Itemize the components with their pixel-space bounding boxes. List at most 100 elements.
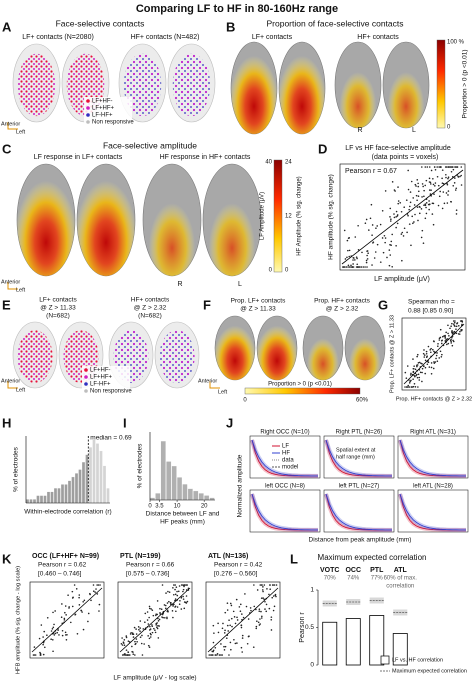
scatter-dot [214, 647, 217, 649]
fit-line [403, 323, 465, 385]
scatter-dot [253, 605, 256, 608]
scatter-dot [418, 361, 421, 364]
scatter-dot [161, 613, 164, 616]
brain-overlay [345, 316, 385, 380]
scatter-dot [159, 611, 161, 614]
scatter-dot [421, 229, 424, 232]
scatter-dot [395, 245, 397, 247]
scatter-dot [407, 214, 409, 217]
scatter-dot [412, 378, 414, 380]
decay-curve [399, 439, 466, 477]
panel-title: Face-selective contacts [56, 18, 145, 28]
scatter-dot [270, 629, 273, 631]
scatter-dot [364, 222, 367, 225]
scatter-dot [242, 616, 245, 619]
scatter-dot [390, 240, 393, 243]
scatter-dot [354, 259, 356, 261]
scatter-dot [401, 231, 404, 234]
scatter-dot [148, 629, 151, 631]
side-label: R [357, 127, 362, 134]
scatter-dot [135, 628, 137, 630]
subplot-frame [323, 489, 395, 533]
scatter-dot [417, 362, 420, 364]
scatter-dot [447, 194, 449, 196]
scatter-dot [405, 199, 408, 201]
scatter-dot [46, 616, 49, 619]
scatter-dot [433, 185, 436, 187]
legend-dot [84, 375, 88, 379]
scatter-dot [418, 376, 421, 379]
scatter-dot [184, 601, 187, 604]
plot-frame [117, 581, 193, 659]
legend-dot [86, 106, 90, 110]
scatter-dot [453, 182, 456, 184]
scatter-dot [262, 586, 264, 588]
category-label: ATL [394, 567, 408, 574]
scatter-dot [433, 350, 435, 353]
scatter-dot [268, 607, 271, 610]
scatter-dot [422, 352, 425, 355]
legend-label: LF vs. HF correlation [392, 657, 443, 663]
y-axis-label: HFB amplitude (% sig. change - log scale… [16, 566, 22, 674]
scatter-dot [444, 166, 447, 168]
scatter-dot [347, 237, 350, 239]
scatter-dot [53, 623, 55, 626]
histogram-bar [88, 447, 93, 504]
colorbar-title: LF Amplitude (μV) [260, 192, 266, 240]
scatter-dot [366, 250, 369, 252]
scatter-dot [126, 654, 129, 656]
scatter-dot [270, 616, 273, 618]
scatter-dot [65, 614, 67, 616]
orientation-arrow [7, 282, 18, 290]
scatter-dot [446, 202, 449, 204]
scatter-dot [268, 593, 270, 596]
scatter-dot [98, 610, 100, 612]
scatter-dot [438, 357, 441, 359]
scatter-dot [134, 643, 137, 646]
scatter-dot [171, 610, 174, 612]
scatter-dot [212, 641, 215, 644]
scatter-dot [408, 386, 411, 388]
scatter-dot [352, 259, 354, 261]
scatter-dot [439, 350, 442, 353]
scatter-dot [370, 203, 373, 206]
scatter-dot [395, 226, 397, 229]
scatter-dot [272, 609, 275, 612]
scatter-dot [447, 332, 449, 335]
scatter-dot [386, 256, 388, 259]
subplot-title: OCC (LF+HF+ N=99) [32, 553, 99, 560]
scatter-dot [228, 619, 230, 621]
scatter-dot [454, 177, 456, 179]
scatter-dot [259, 584, 262, 586]
scatter-dot [366, 254, 368, 257]
scatter-dot [444, 334, 446, 337]
scatter-dot [460, 329, 462, 331]
scatter-dot [397, 202, 400, 205]
scatter-dot [354, 236, 357, 238]
scatter-dot [442, 182, 445, 185]
y-axis-label: Pearson r [299, 612, 306, 643]
scatter-dot [436, 166, 438, 168]
panel-letter: H [2, 415, 11, 430]
scatter-dot [412, 222, 414, 225]
histogram-bar [204, 495, 210, 501]
scatter-dot [172, 593, 175, 596]
scatter-dot [428, 177, 431, 180]
scatter-dot [87, 620, 89, 623]
scatter-dot [371, 224, 374, 226]
scatter-dot [423, 204, 425, 206]
scatter-dot [395, 210, 398, 213]
scatter-dot [350, 266, 352, 268]
scatter-dot [418, 205, 421, 208]
scatter-dot [134, 640, 136, 643]
scatter-dot [226, 624, 229, 627]
scatter-dot [397, 200, 400, 202]
scatter-dot [75, 588, 78, 590]
stat-label: Pearson r = 0.67 [345, 168, 397, 175]
scatter-dot [233, 638, 235, 641]
scatter-dot [421, 196, 423, 198]
scatter-dot [258, 608, 261, 611]
scatter-dot [42, 643, 44, 646]
scatter-dot [424, 359, 427, 362]
scatter-dot [265, 603, 268, 606]
